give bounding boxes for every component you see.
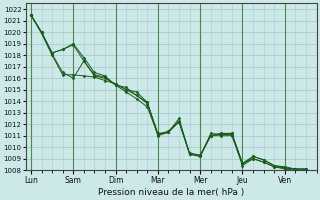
X-axis label: Pression niveau de la mer( hPa ): Pression niveau de la mer( hPa ): [98, 188, 244, 197]
